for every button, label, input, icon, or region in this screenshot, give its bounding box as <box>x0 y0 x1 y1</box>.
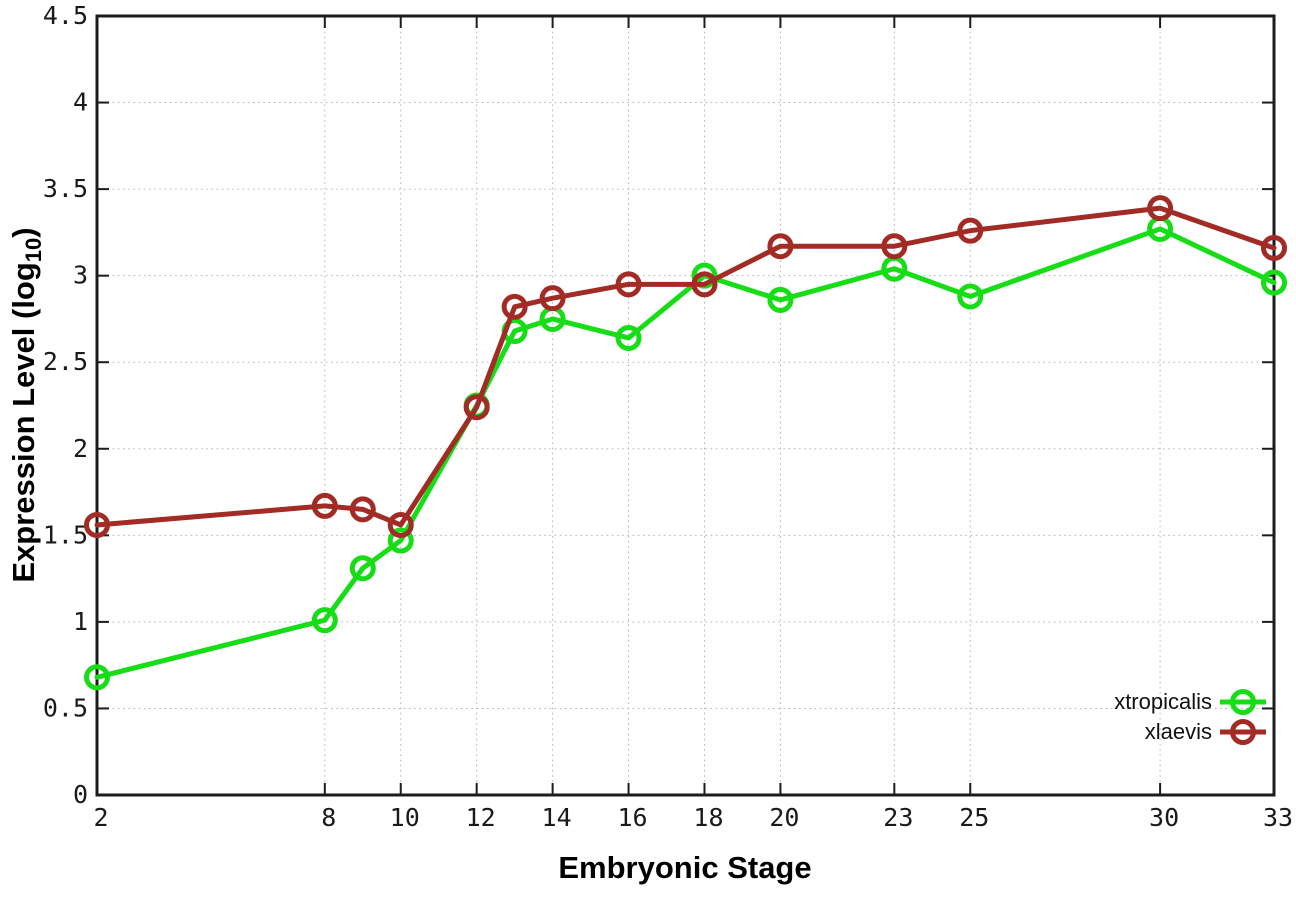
x-tick-label: 25 <box>959 803 989 832</box>
plot-border <box>95 14 1276 797</box>
point-xtropicalis-stage-16 <box>615 324 642 351</box>
point-xlaevis-stage-30 <box>1147 195 1174 222</box>
point-xlaevis-stage-20 <box>767 233 794 260</box>
y-tick-label: 0.5 <box>43 693 88 722</box>
y-tick-label: 3 <box>73 261 88 290</box>
point-xlaevis-stage-16 <box>615 271 642 298</box>
point-xtropicalis-stage-25 <box>957 283 984 310</box>
x-tick-label: 16 <box>617 803 647 832</box>
x-tick-label: 33 <box>1263 803 1293 832</box>
x-tick-label: 23 <box>883 803 913 832</box>
y-tick-label: 4 <box>73 88 88 117</box>
point-xlaevis-stage-13 <box>501 293 528 320</box>
point-xlaevis-stage-25 <box>957 217 984 244</box>
point-xtropicalis-stage-8 <box>311 607 338 634</box>
legend-sample-marker-xtropicalis <box>1230 689 1256 715</box>
legend-sample-marker-xlaevis <box>1230 719 1256 745</box>
point-xlaevis-stage-14 <box>539 285 566 312</box>
point-xtropicalis-stage-20 <box>767 286 794 313</box>
x-tick-label: 20 <box>769 803 799 832</box>
point-xlaevis-stage-18 <box>691 271 718 298</box>
point-xtropicalis-stage-9 <box>349 555 376 582</box>
y-tick-label: 3.5 <box>43 174 88 203</box>
x-tick-label: 10 <box>390 803 420 832</box>
x-tick-label: 14 <box>542 803 572 832</box>
point-xlaevis-stage-33 <box>1261 234 1287 261</box>
point-xlaevis-stage-9 <box>349 496 376 523</box>
y-tick-label: 1.5 <box>43 520 88 549</box>
y-tick-label: 1 <box>73 607 88 636</box>
y-tick-label: 4.5 <box>43 1 88 30</box>
y-tick-label: 2 <box>73 434 88 463</box>
y-axis-title: Expression Level (log10) <box>6 227 46 582</box>
point-xtropicalis-stage-33 <box>1261 269 1287 296</box>
series-line-xlaevis <box>94 205 1277 528</box>
point-xlaevis-stage-23 <box>881 233 908 260</box>
point-xlaevis-stage-12 <box>463 394 490 421</box>
point-xlaevis-stage-2 <box>84 511 110 538</box>
x-tick-label: 8 <box>321 803 336 832</box>
y-tick-label: 2.5 <box>43 347 88 376</box>
x-axis-title: Embryonic Stage <box>558 850 811 885</box>
x-tick-label: 18 <box>693 803 723 832</box>
point-xlaevis-stage-8 <box>311 492 338 519</box>
series-line-xtropicalis <box>94 226 1277 680</box>
legend-label-xlaevis: xlaevis <box>1145 719 1212 744</box>
legend-label-xtropicalis: xtropicalis <box>1114 689 1212 714</box>
x-tick-label: 2 <box>93 803 108 832</box>
point-xtropicalis-stage-2 <box>84 664 110 691</box>
y-tick-label: 0 <box>73 780 88 809</box>
x-tick-label: 30 <box>1149 803 1179 832</box>
point-xtropicalis-stage-10 <box>387 527 414 554</box>
point-xlaevis-stage-10 <box>387 511 414 538</box>
x-tick-label: 12 <box>466 803 496 832</box>
